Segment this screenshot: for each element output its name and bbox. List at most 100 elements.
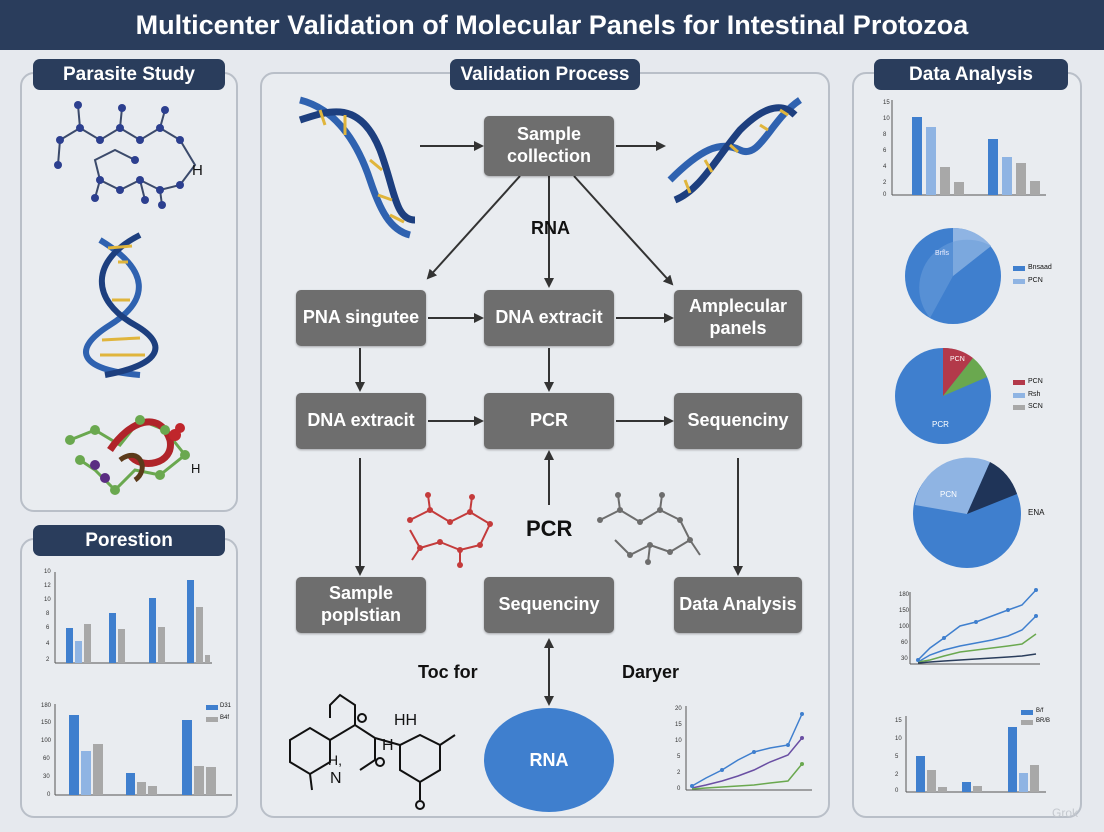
molecule-red-atoms — [407, 492, 493, 568]
molecule-atoms-1 — [54, 101, 184, 209]
svg-text:2: 2 — [677, 770, 681, 776]
svg-text:10: 10 — [895, 736, 902, 742]
molecule-letter-hh: HH — [394, 712, 418, 729]
molecule-gray-atoms — [597, 492, 693, 565]
dna-helix-top-right — [667, 97, 803, 204]
svg-text:100: 100 — [899, 624, 910, 630]
pie2-legend-c: SCN — [1028, 403, 1043, 410]
svg-text:0: 0 — [677, 786, 681, 792]
molecule-letter-h-top: H — [192, 162, 203, 179]
svg-text:6: 6 — [46, 625, 50, 631]
label-toc-for: Toc for — [418, 662, 478, 682]
data-analysis-header: Data Analysis — [874, 59, 1068, 90]
svg-text:2: 2 — [883, 180, 887, 186]
svg-text:100: 100 — [41, 738, 52, 744]
svg-text:30: 30 — [43, 774, 50, 780]
parasite-study-panel — [20, 72, 238, 512]
node-dna-extracit-top: DNA extracit — [484, 290, 614, 346]
flow-arrows — [355, 141, 743, 706]
svg-text:15: 15 — [895, 718, 902, 724]
svg-text:10: 10 — [44, 569, 51, 575]
svg-text:6: 6 — [883, 148, 887, 154]
node-rna-ellipse: RNA — [484, 708, 614, 812]
svg-text:4: 4 — [46, 641, 50, 647]
svg-text:10: 10 — [44, 597, 51, 603]
svg-text:15: 15 — [883, 100, 890, 106]
right-bar-chart-1: 15 10 8 6 4 2 0 — [883, 100, 1046, 198]
dna-helix-left — [83, 232, 159, 378]
svg-text:150: 150 — [899, 608, 910, 614]
svg-text:60: 60 — [43, 756, 50, 762]
pie1-legend-b: PCN — [1028, 277, 1043, 284]
svg-text:0: 0 — [883, 192, 887, 198]
left-bar-chart-1: 10 12 10 8 6 4 2 — [44, 569, 212, 664]
node-sequenciny-bottom: Sequenciny — [484, 577, 614, 633]
parasite-study-header: Parasite Study — [33, 59, 225, 90]
svg-text:0: 0 — [47, 792, 51, 798]
right-bar2-legend-1: B/f — [1036, 708, 1044, 714]
node-sequenciny-right: Sequenciny — [674, 393, 802, 449]
porestion-header: Porestion — [33, 525, 225, 556]
node-amplecular-panels: Amplecular panels — [674, 290, 802, 346]
node-pcr: PCR — [484, 393, 614, 449]
svg-text:5: 5 — [895, 754, 899, 760]
svg-text:15: 15 — [675, 722, 682, 728]
node-sample-collection: Sample collection — [484, 116, 614, 176]
pie3-inner-label: PCN — [940, 490, 957, 499]
svg-text:180: 180 — [41, 703, 52, 709]
chemical-structure-bottom — [289, 693, 456, 810]
molecule-letter-n: N — [330, 770, 342, 787]
right-pie-1 — [905, 227, 1025, 324]
svg-text:2: 2 — [895, 772, 899, 778]
pie2-legend-b: Rsh — [1028, 391, 1041, 398]
dna-helix-top-left — [298, 96, 416, 239]
protein-atoms — [65, 415, 190, 495]
svg-text:2: 2 — [46, 657, 50, 663]
svg-text:12: 12 — [44, 583, 51, 589]
label-daryer: Daryer — [622, 662, 680, 682]
svg-text:150: 150 — [41, 720, 52, 726]
pie1-legend-a: Bnsaad — [1028, 264, 1052, 271]
data-analysis-panel — [852, 72, 1082, 818]
right-bar-chart-2: 15 10 5 2 0 — [895, 710, 1046, 794]
svg-text:180: 180 — [899, 592, 910, 598]
right-pie-3 — [913, 457, 1021, 568]
right-line-chart: 180 150 100 60 30 — [899, 588, 1040, 665]
molecule-letter-hj: H, — [328, 752, 342, 768]
left-bar-chart-2: 180 150 100 60 30 0 — [41, 703, 232, 798]
molecule-letter-h-lower: H — [382, 737, 394, 754]
pie1-inner-label: Brfls — [935, 250, 949, 257]
left-bar2-legend-2: B4f — [220, 715, 230, 721]
svg-text:8: 8 — [46, 611, 50, 617]
svg-text:20: 20 — [675, 706, 682, 712]
pie2-legend-a: PCN — [1028, 378, 1043, 385]
svg-text:60: 60 — [901, 640, 908, 646]
svg-text:5: 5 — [677, 754, 681, 760]
molecule-gray — [599, 494, 701, 563]
molecule-letter-h-bottom: H — [191, 461, 201, 476]
right-bar2-legend-2: BR/B — [1036, 718, 1051, 724]
pie2-inner-top-label: PCN — [950, 356, 965, 363]
page-title: Multicenter Validation of Molecular Pane… — [0, 0, 1104, 50]
watermark: Grok — [1052, 806, 1079, 820]
svg-text:30: 30 — [901, 656, 908, 662]
svg-text:0: 0 — [895, 788, 899, 794]
svg-text:4: 4 — [883, 164, 887, 170]
node-pna-singutee: PNA singutee — [296, 290, 426, 346]
pie3-side-label: ENA — [1028, 508, 1045, 517]
svg-text:8: 8 — [883, 132, 887, 138]
node-dna-extracit-left: DNA extracit — [296, 393, 426, 449]
svg-text:10: 10 — [883, 116, 890, 122]
validation-process-header: Validation Process — [450, 59, 640, 90]
molecule-red — [409, 494, 492, 565]
pie2-inner-label: PCR — [932, 420, 949, 429]
molecule-structure-1 — [57, 104, 197, 206]
svg-text:10: 10 — [675, 738, 682, 744]
left-bar2-legend-1: D31 — [220, 703, 232, 709]
node-sample-poplstian: Sample poplstian — [296, 577, 426, 633]
label-pcr-center: PCR — [526, 516, 573, 541]
right-pie-2 — [895, 347, 1025, 444]
label-rna-flow: RNA — [531, 218, 570, 238]
